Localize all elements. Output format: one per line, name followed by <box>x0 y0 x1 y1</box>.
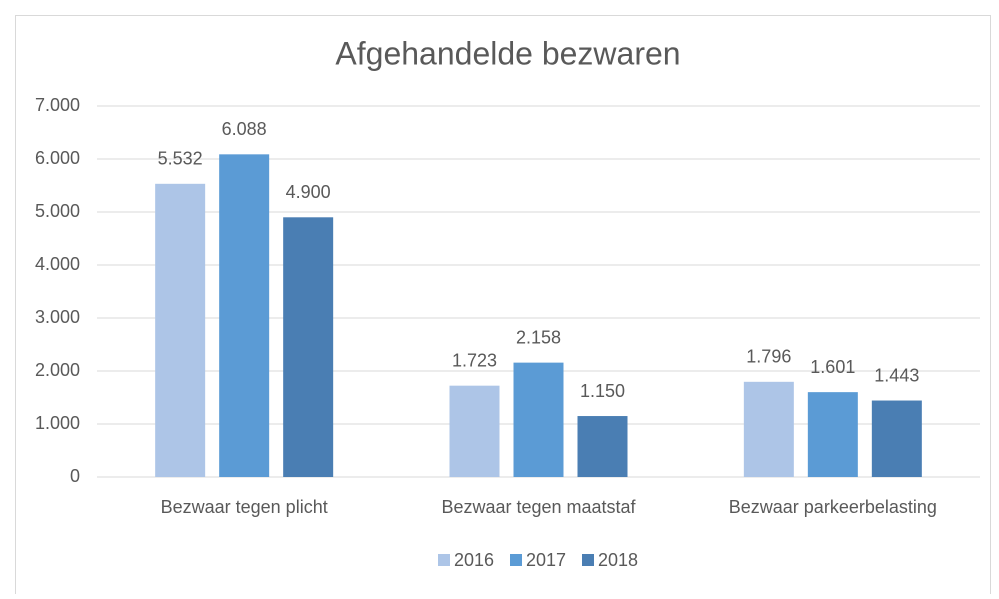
data-label: 1.796 <box>746 347 791 367</box>
data-label: 6.088 <box>222 119 267 139</box>
chart-title: Afgehandelde bezwaren <box>335 35 680 71</box>
y-tick-label: 3.000 <box>35 307 80 327</box>
legend-swatch <box>438 554 450 566</box>
legend-label: 2018 <box>598 550 638 570</box>
data-label: 2.158 <box>516 327 561 347</box>
x-tick-label: Bezwaar tegen plicht <box>161 497 328 517</box>
y-tick-label: 4.000 <box>35 254 80 274</box>
y-tick-label: 5.000 <box>35 201 80 221</box>
legend-label: 2017 <box>526 550 566 570</box>
bar <box>577 416 628 477</box>
data-label: 1.723 <box>452 350 497 370</box>
legend-swatch <box>510 554 522 566</box>
data-label: 1.601 <box>810 357 855 377</box>
y-tick-label: 1.000 <box>35 413 80 433</box>
x-tick-label: Bezwaar tegen maatstaf <box>441 497 636 517</box>
data-label: 4.900 <box>286 182 331 202</box>
bar <box>219 154 270 477</box>
legend-label: 2016 <box>454 550 494 570</box>
bar <box>283 217 334 478</box>
bar <box>449 385 500 477</box>
bar <box>513 362 564 477</box>
legend-swatch <box>582 554 594 566</box>
y-tick-label: 7.000 <box>35 95 80 115</box>
y-tick-label: 6.000 <box>35 148 80 168</box>
y-tick-label: 2.000 <box>35 360 80 380</box>
bar <box>743 381 794 477</box>
data-label: 5.532 <box>158 149 203 169</box>
bar <box>871 400 922 477</box>
data-label: 1.443 <box>874 365 919 385</box>
bar <box>155 183 206 477</box>
bar <box>807 392 858 477</box>
x-tick-label: Bezwaar parkeerbelasting <box>729 497 937 517</box>
y-tick-label: 0 <box>70 466 80 486</box>
data-label: 1.150 <box>580 381 625 401</box>
